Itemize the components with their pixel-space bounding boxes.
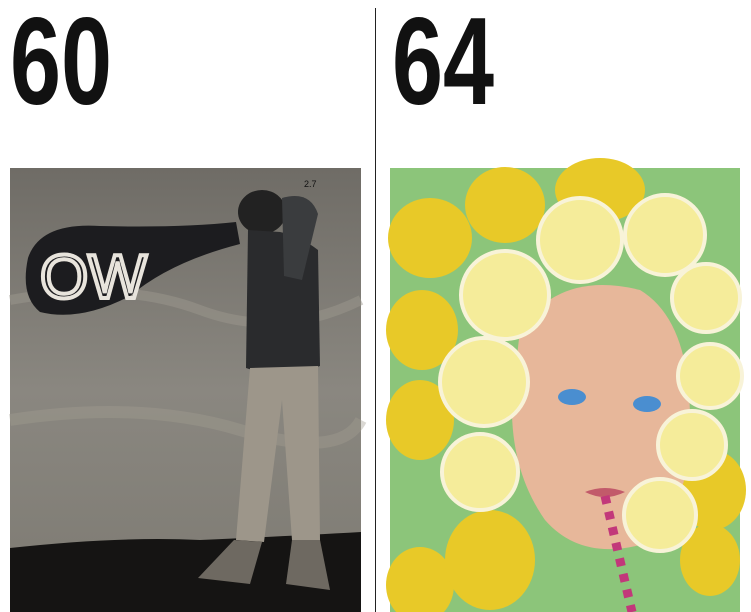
spread: 60 OW 2.7 64: [0, 0, 751, 612]
page-number: 60: [10, 0, 112, 131]
artwork-painting: OW 2.7: [10, 168, 361, 612]
panel-right: 64: [386, 0, 746, 612]
artwork-text: OW: [40, 243, 147, 312]
artwork-text: 2.7: [304, 179, 317, 189]
page: 60 OW 2.7 64: [0, 0, 751, 612]
page-number: 64: [392, 0, 494, 131]
artwork-photo: [386, 158, 746, 612]
panel-left: 60 OW 2.7: [10, 0, 361, 612]
